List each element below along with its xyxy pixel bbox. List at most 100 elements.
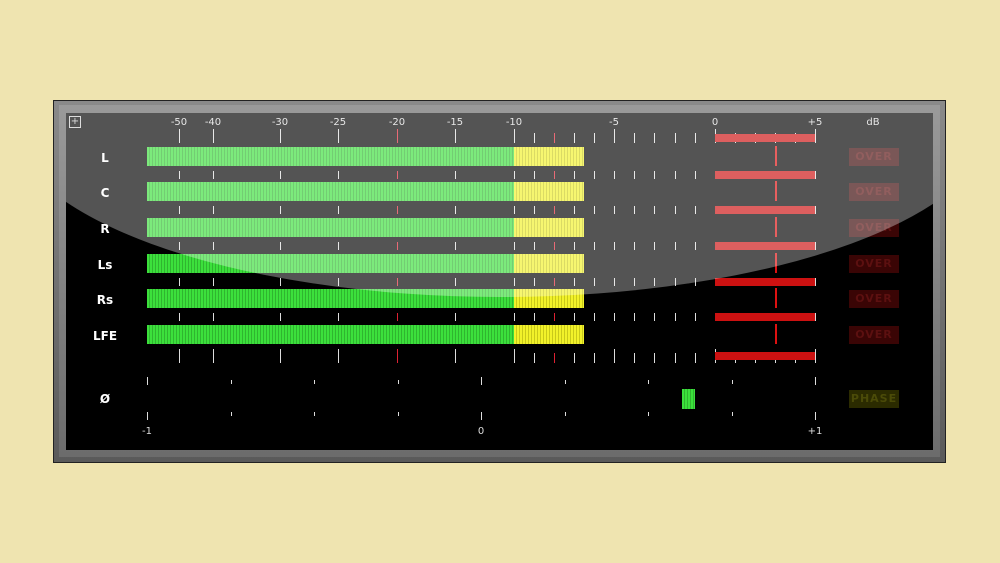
db-scale-label: -25: [329, 117, 347, 128]
red-zone-strip: [715, 134, 815, 142]
scale-tick: [674, 242, 676, 250]
scale-tick: [455, 349, 456, 363]
phase-tick: [230, 412, 232, 416]
peak-hold-marker: [775, 217, 777, 237]
scale-tick: [694, 278, 696, 286]
scale-tick: [574, 353, 575, 363]
level-bar-green: [147, 325, 514, 344]
scale-tick: [674, 171, 676, 179]
peak-hold-marker: [775, 146, 777, 166]
phase-symbol: Ø: [99, 392, 111, 406]
scale-tick: [455, 129, 456, 143]
scale-tick: [614, 313, 615, 321]
level-bar-green: [147, 289, 514, 308]
scale-tick: [397, 349, 398, 363]
scale-tick: [554, 242, 555, 250]
scale-tick: [654, 206, 656, 214]
phase-tick: [314, 412, 315, 416]
scale-tick: [554, 313, 555, 321]
red-zone-strip: [715, 278, 815, 286]
scale-tick: [397, 206, 398, 214]
scale-tick: [815, 349, 816, 363]
scale-tick: [674, 353, 676, 363]
channel-label-rs: Rs: [96, 293, 114, 307]
phase-tick: [564, 412, 566, 416]
scale-tick: [694, 206, 696, 214]
red-zone-strip: [715, 206, 815, 214]
scale-tick: [815, 129, 816, 143]
scale-tick: [594, 278, 595, 286]
red-zone-strip: [715, 313, 815, 321]
over-indicator: OVER: [849, 183, 899, 201]
scale-tick: [694, 171, 696, 179]
scale-tick: [534, 171, 535, 179]
level-meter-panel: + dB Ø PHASE -50 -40 -30 -25 -20 -15 -10 -5 0 +5 L…: [66, 113, 933, 450]
scale-tick: [514, 313, 515, 321]
level-bar-yellow: [514, 254, 584, 273]
peak-hold-marker: [775, 253, 777, 273]
expand-icon[interactable]: +: [69, 116, 81, 128]
scale-tick: [634, 313, 636, 321]
scale-tick: [534, 313, 535, 321]
scale-tick: [179, 313, 180, 321]
red-zone-strip: [715, 171, 815, 179]
scale-tick: [614, 206, 615, 214]
scale-tick: [397, 242, 398, 250]
scale-tick: [614, 129, 615, 143]
scale-tick: [280, 171, 281, 179]
db-scale-label: -10: [505, 117, 523, 128]
db-scale-label: -40: [204, 117, 222, 128]
phase-tick: [147, 412, 148, 420]
scale-tick: [574, 171, 575, 179]
db-scale-label: -50: [170, 117, 188, 128]
level-bar-green: [147, 218, 514, 237]
phase-correlation-indicator: [682, 389, 696, 409]
db-scale-label: -5: [609, 117, 619, 128]
scale-tick: [514, 349, 515, 363]
channel-label-r: R: [100, 222, 110, 236]
scale-tick: [614, 278, 615, 286]
scale-tick: [554, 353, 555, 363]
scale-tick: [554, 133, 555, 143]
db-scale-label: +5: [807, 117, 823, 128]
scale-tick: [213, 129, 214, 143]
scale-tick: [694, 353, 696, 363]
scale-tick: [694, 133, 696, 143]
scale-tick: [397, 278, 398, 286]
scale-tick: [338, 313, 339, 321]
scale-tick: [338, 242, 339, 250]
scale-tick: [634, 242, 636, 250]
scale-tick: [634, 133, 636, 143]
phase-tick: [815, 412, 816, 420]
scale-tick: [213, 349, 214, 363]
level-bar-yellow: [514, 218, 584, 237]
scale-tick: [213, 206, 214, 214]
phase-tick: [314, 380, 315, 384]
scale-tick: [654, 313, 656, 321]
scale-tick: [338, 171, 339, 179]
level-bar-yellow: [514, 182, 584, 201]
level-bar-green: [147, 147, 514, 166]
db-scale-label: -30: [271, 117, 289, 128]
red-zone-strip: [715, 242, 815, 250]
scale-tick: [574, 242, 575, 250]
scale-tick: [674, 313, 676, 321]
phase-tick: [397, 412, 399, 416]
scale-tick: [674, 278, 676, 286]
scale-tick: [654, 353, 656, 363]
scale-tick: [397, 129, 398, 143]
scale-tick: [455, 242, 456, 250]
channel-label-c: C: [100, 186, 110, 200]
scale-tick: [654, 171, 656, 179]
phase-scale-label: -1: [142, 426, 152, 437]
scale-tick: [554, 171, 555, 179]
phase-tick: [230, 380, 232, 384]
over-indicator: OVER: [849, 219, 899, 237]
over-indicator: OVER: [849, 326, 899, 344]
over-indicator: OVER: [849, 290, 899, 308]
scale-tick: [594, 353, 595, 363]
scale-tick: [280, 206, 281, 214]
scale-tick: [534, 353, 535, 363]
scale-tick: [694, 242, 696, 250]
level-bar-yellow: [514, 289, 584, 308]
